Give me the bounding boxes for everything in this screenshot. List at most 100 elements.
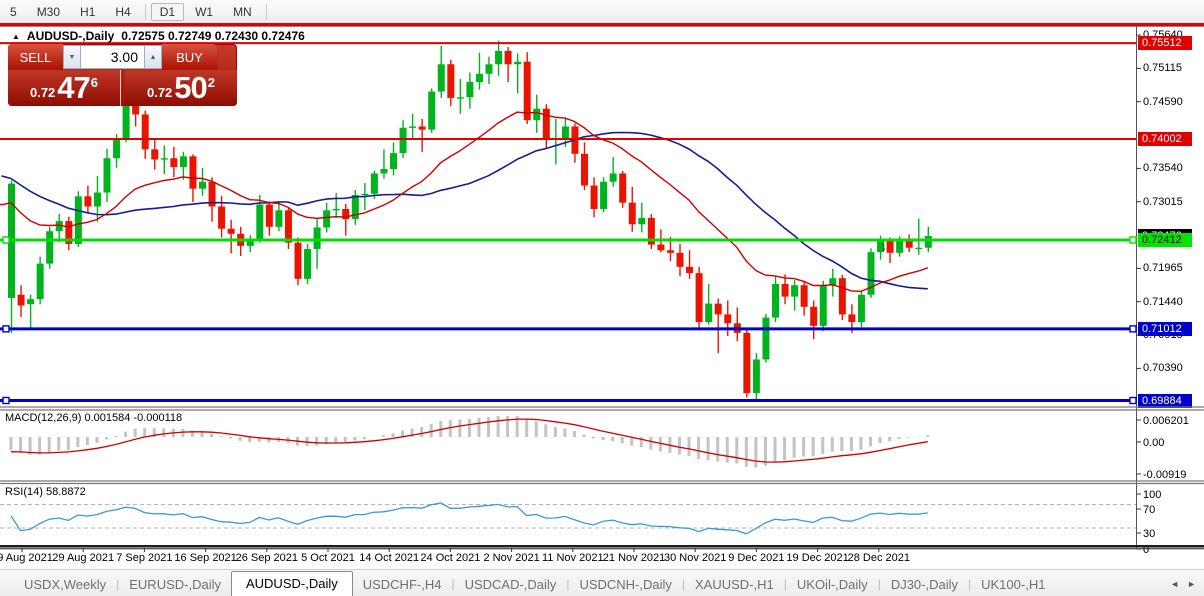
- timeframe-button-mn[interactable]: MN: [233, 4, 252, 19]
- toolbar-separator: [265, 3, 267, 20]
- sell-price-pip: 6: [90, 74, 99, 90]
- tabs-scroll-left-icon[interactable]: ◄: [1170, 579, 1180, 589]
- candle-body: [533, 108, 541, 121]
- candle-body: [619, 173, 627, 203]
- toolbar-separator: [144, 3, 146, 20]
- price-tick-label: 0.74590: [1143, 95, 1183, 108]
- candle-body: [132, 105, 140, 115]
- chart-tab-usdchf-h4[interactable]: USDCHF-,H4: [362, 577, 442, 592]
- candle-body: [628, 202, 636, 225]
- hline-anchor[interactable]: [2, 236, 10, 244]
- candle-body: [74, 196, 82, 244]
- candle-body: [113, 139, 121, 159]
- hline-anchor[interactable]: [1129, 325, 1137, 333]
- timeframe-button-h1[interactable]: H1: [80, 4, 96, 19]
- date-label: 26 Sep 2021: [235, 552, 298, 564]
- candle-body: [304, 249, 312, 279]
- tab-separator: |: [566, 577, 570, 591]
- collapse-panel-icon[interactable]: ▲: [12, 31, 20, 41]
- hline-anchor[interactable]: [1129, 396, 1137, 405]
- rsi-axis-label: 0: [1143, 544, 1150, 556]
- candle-body: [791, 285, 799, 297]
- rsi-axis-label: 100: [1143, 489, 1162, 501]
- sell-arrow-marker[interactable]: ↓: [881, 239, 887, 253]
- candle-body: [676, 252, 684, 267]
- chart-tab-eurusd-daily[interactable]: EURUSD-,Daily: [129, 577, 221, 592]
- candle-body: [514, 61, 522, 65]
- hline-anchor[interactable]: [2, 325, 10, 333]
- candle-body: [189, 156, 197, 189]
- date-label: 30 Nov 2021: [663, 552, 727, 564]
- date-label: 24 Oct 2021: [420, 552, 481, 564]
- date-label: 29 Aug 2021: [52, 552, 115, 564]
- buy-button[interactable]: BUY: [162, 44, 217, 71]
- candle-body: [141, 114, 149, 150]
- candle-body: [867, 252, 875, 295]
- ma-fast-line: [0, 111, 929, 293]
- buy-price-display[interactable]: 0.72 50 2: [125, 70, 237, 106]
- candle-body: [609, 173, 617, 182]
- tabs-scroll-right-icon[interactable]: ►: [1187, 579, 1196, 589]
- one-click-trade-panel: SELL ▼ 3.00 ▲ BUY 0.72 47 6 0.72 50 2: [8, 44, 237, 106]
- candle-body: [46, 231, 54, 264]
- candle-body: [170, 158, 178, 168]
- chart-tab-uk100-h1[interactable]: UK100-,H1: [981, 577, 1046, 592]
- candle-body: [93, 192, 101, 207]
- hline-anchor[interactable]: [1129, 236, 1137, 244]
- hline-anchor[interactable]: [2, 396, 10, 405]
- candle-body: [390, 153, 397, 170]
- date-label: 28 Dec 2021: [847, 552, 910, 564]
- timeframe-button-5[interactable]: 5: [10, 4, 17, 19]
- candle-body: [418, 126, 426, 130]
- candle-body: [17, 294, 25, 306]
- chart-tab-ukoil-daily[interactable]: UKOil-,Daily: [796, 577, 868, 592]
- candle-body: [504, 50, 512, 65]
- date-label: 5 Oct 2021: [301, 552, 355, 564]
- sell-button[interactable]: SELL: [8, 44, 63, 71]
- timeframe-button-h4[interactable]: H4: [115, 4, 131, 19]
- date-label: 9 Dec 2021: [728, 552, 785, 564]
- candle-body: [179, 156, 187, 168]
- chart-tab-xauusd-h1[interactable]: XAUUSD-,H1: [695, 577, 774, 592]
- chart-tab-dj30-daily[interactable]: DJ30-,Daily: [890, 577, 958, 592]
- candle-body: [924, 235, 932, 248]
- rsi-indicator-label: RSI(14) 58.8872: [5, 486, 86, 498]
- sell-price-display[interactable]: 0.72 47 6: [8, 70, 121, 106]
- candle-body: [542, 108, 550, 140]
- timeframe-button-m30[interactable]: M30: [36, 4, 61, 19]
- candle-body: [800, 285, 808, 307]
- date-label: 19 Aug 2021: [0, 552, 53, 564]
- buy-price-pip: 2: [207, 74, 216, 90]
- date-label: 7 Sep 2021: [116, 552, 173, 564]
- candle-body: [447, 64, 455, 98]
- candle-body: [265, 204, 273, 227]
- price-badge-0.74002: 0.74002: [1138, 132, 1192, 147]
- candle-body: [857, 294, 865, 323]
- date-label: 21 Nov 2021: [602, 552, 666, 564]
- chart-tab-usdcad-daily[interactable]: USDCAD-,Daily: [464, 577, 557, 592]
- chart-tab-audusd-daily[interactable]: AUDUSD-,Daily: [230, 571, 353, 596]
- timeframe-button-w1[interactable]: W1: [195, 4, 214, 19]
- chart-tab-usdcnh-daily[interactable]: USDCNH-,Daily: [579, 577, 672, 592]
- chart-tab-usdx-weekly[interactable]: USDX,Weekly: [24, 577, 107, 592]
- volume-decrease-button[interactable]: ▼: [63, 45, 81, 69]
- tab-separator: |: [451, 577, 455, 591]
- chart-frame-bottom: [0, 545, 1204, 548]
- volume-input[interactable]: 3.00: [81, 45, 144, 69]
- chart-top-red-line: [0, 23, 1204, 26]
- candle-body: [781, 283, 789, 297]
- candle-body: [485, 64, 493, 74]
- price-tick-label: 0.71440: [1143, 295, 1183, 308]
- candle-body: [647, 217, 655, 245]
- candle-body: [428, 91, 436, 130]
- rsi-axis-label: 30: [1143, 528, 1156, 540]
- candle-body: [227, 228, 235, 234]
- timeframe-button-d1[interactable]: D1: [150, 2, 185, 21]
- candle-body: [284, 210, 292, 243]
- date-label: 16 Sep 2021: [174, 552, 237, 564]
- candle-body: [600, 181, 608, 210]
- volume-increase-button[interactable]: ▲: [144, 45, 162, 69]
- tab-separator: |: [681, 577, 686, 591]
